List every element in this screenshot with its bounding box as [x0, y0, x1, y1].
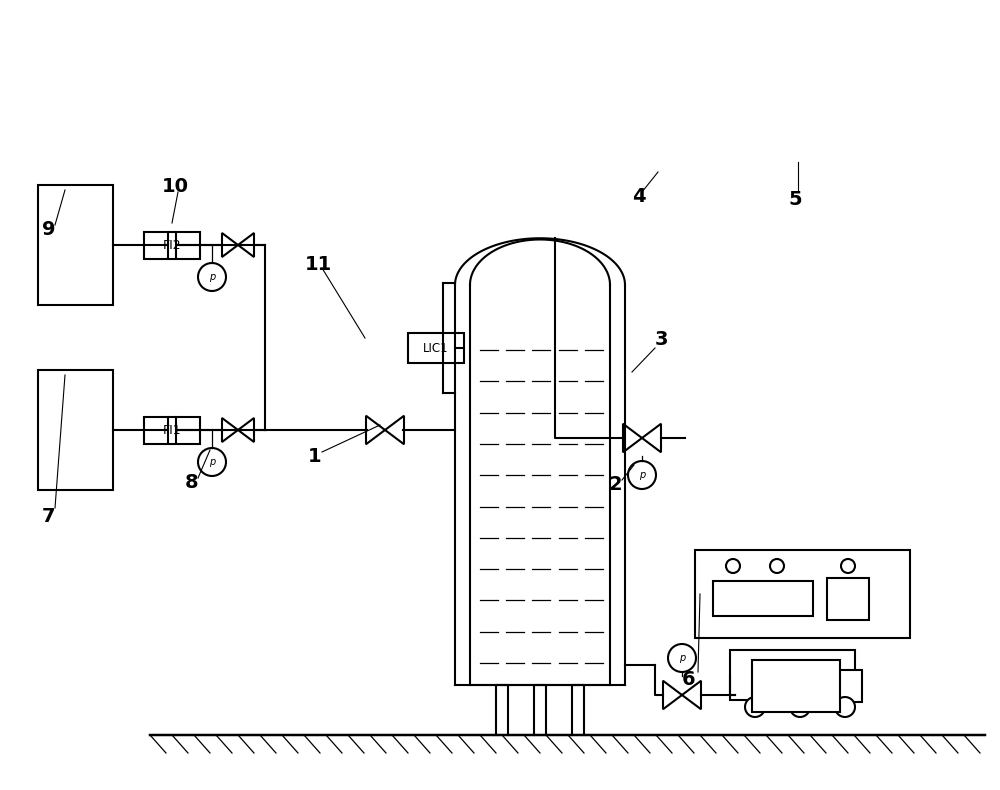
Circle shape	[198, 448, 226, 476]
Bar	[713, 581, 813, 616]
Bar	[830, 670, 862, 702]
Bar	[752, 660, 840, 712]
Circle shape	[668, 644, 696, 672]
Circle shape	[628, 461, 656, 489]
Text: p: p	[679, 653, 685, 663]
Circle shape	[726, 559, 740, 573]
Circle shape	[835, 697, 855, 717]
Text: 11: 11	[305, 255, 332, 274]
Text: 8: 8	[185, 473, 199, 492]
Circle shape	[790, 697, 810, 717]
Text: FI1: FI1	[163, 423, 181, 437]
Bar	[827, 578, 869, 620]
Circle shape	[745, 697, 765, 717]
Bar	[408, 333, 464, 363]
Circle shape	[770, 559, 784, 573]
Text: 1: 1	[308, 447, 322, 466]
Text: FI2: FI2	[163, 239, 181, 251]
Text: 5: 5	[788, 190, 802, 209]
Bar	[38, 370, 113, 490]
Text: 6: 6	[682, 670, 696, 689]
Text: p: p	[639, 470, 645, 480]
Bar	[144, 417, 200, 444]
Text: 3: 3	[655, 330, 668, 349]
Text: LIC1: LIC1	[423, 341, 449, 355]
Bar	[695, 550, 910, 638]
Text: 4: 4	[632, 187, 646, 206]
Bar	[38, 185, 113, 305]
Text: 10: 10	[162, 177, 189, 196]
Text: p: p	[209, 457, 215, 467]
Circle shape	[198, 263, 226, 291]
Text: 9: 9	[42, 220, 56, 239]
Circle shape	[841, 559, 855, 573]
Text: p: p	[209, 272, 215, 282]
Bar	[730, 650, 855, 700]
Text: 7: 7	[42, 507, 56, 526]
Bar	[144, 232, 200, 259]
Text: 2: 2	[608, 475, 622, 494]
